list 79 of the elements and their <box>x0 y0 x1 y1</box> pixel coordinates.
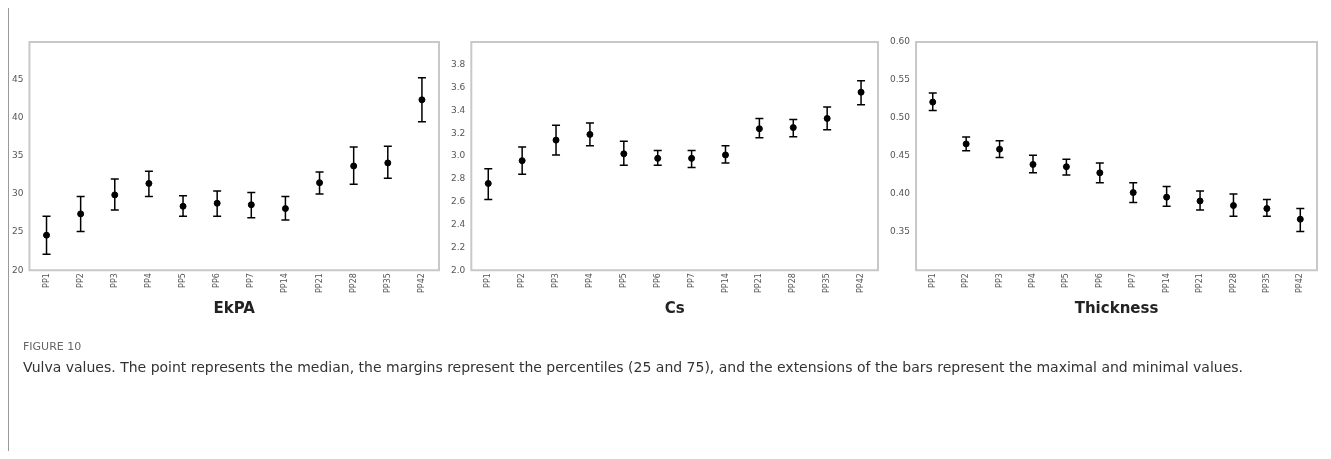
x-tick-label: PP6 <box>652 273 662 288</box>
y-tick-label: 3.0 <box>450 150 466 161</box>
point <box>654 154 662 162</box>
x-tick-label: PP14 <box>1161 273 1171 293</box>
x-tick-label: PP14 <box>720 273 730 293</box>
x-tick-label: PP21 <box>754 273 764 293</box>
x-tick-label: PP5 <box>1061 273 1071 288</box>
x-tick-label: PP2 <box>961 273 971 288</box>
x-tick-label: PP42 <box>417 273 427 293</box>
x-tick-label: PP42 <box>1295 273 1305 293</box>
x-tick-label: PP5 <box>178 273 188 288</box>
x-tick-label: PP7 <box>1128 273 1138 288</box>
y-tick-label: 2.8 <box>450 173 466 184</box>
y-tick-label: 20 <box>12 264 24 275</box>
x-tick-label: PP21 <box>1195 273 1205 293</box>
x-tick-label: PP2 <box>517 273 527 288</box>
y-tick-label: 0.60 <box>889 36 911 47</box>
x-axis-title: EkPA <box>213 298 256 317</box>
y-tick-label: 0.35 <box>889 226 911 237</box>
y-tick-label: 0.55 <box>889 74 911 85</box>
x-tick-label: PP4 <box>1028 273 1038 288</box>
y-tick-label: 3.6 <box>450 81 466 92</box>
x-tick-label: PP28 <box>788 273 798 293</box>
x-tick-label: PP21 <box>314 273 324 293</box>
y-tick-label: 2.2 <box>450 241 466 252</box>
point <box>688 154 696 162</box>
x-tick-label: PP35 <box>822 273 832 293</box>
y-tick-label: 25 <box>12 226 24 237</box>
point <box>247 201 255 209</box>
x-tick-label: PP35 <box>1261 273 1271 293</box>
y-tick-label: 3.2 <box>450 127 466 138</box>
point <box>1229 202 1237 210</box>
y-tick-label: 3.4 <box>450 104 466 115</box>
x-tick-label: PP42 <box>856 273 866 293</box>
x-tick-label: PP14 <box>280 273 290 293</box>
x-tick-label: PP5 <box>618 273 628 288</box>
x-axis-title: Thickness <box>1074 298 1159 317</box>
x-tick-label: PP4 <box>585 273 595 288</box>
point <box>789 124 797 132</box>
x-tick-label: PP2 <box>75 273 85 288</box>
y-tick-label: 0.45 <box>889 150 911 161</box>
point <box>996 145 1004 153</box>
point <box>929 98 937 106</box>
y-tick-label: 3.8 <box>450 59 466 70</box>
x-tick-label: PP1 <box>41 273 51 288</box>
point <box>77 210 85 218</box>
point <box>1296 215 1304 223</box>
y-tick-label: 40 <box>12 112 24 123</box>
x-tick-label: PP3 <box>994 273 1004 288</box>
point <box>281 205 289 213</box>
y-tick-label: 2.0 <box>450 264 466 275</box>
y-tick-label: 30 <box>12 188 24 199</box>
point <box>1163 193 1171 201</box>
x-tick-label: PP4 <box>143 273 153 288</box>
y-tick-label: 0.40 <box>889 188 911 199</box>
x-axis-title: Cs <box>664 298 685 317</box>
x-tick-label: PP3 <box>109 273 119 288</box>
point <box>484 179 492 187</box>
x-tick-label: PP28 <box>348 273 358 293</box>
point <box>350 162 358 170</box>
x-tick-label: PP6 <box>212 273 222 288</box>
point <box>1062 163 1070 171</box>
y-tick-label: 0.50 <box>889 112 911 123</box>
x-tick-label: PP6 <box>1094 273 1104 288</box>
y-tick-label: 2.6 <box>450 196 466 207</box>
x-tick-label: PP3 <box>551 273 561 288</box>
point <box>755 125 763 133</box>
y-tick-label: 2.4 <box>450 218 466 229</box>
x-tick-label: PP28 <box>1228 273 1238 293</box>
y-tick-label: 45 <box>12 74 24 85</box>
y-tick-label: 35 <box>12 150 24 161</box>
x-tick-label: PP7 <box>246 273 256 288</box>
point <box>316 179 324 187</box>
x-tick-label: PP1 <box>483 273 493 288</box>
x-tick-label: PP1 <box>927 273 937 288</box>
caption: FIGURE 10 <box>23 340 83 353</box>
x-tick-label: PP7 <box>686 273 696 288</box>
text: Vulva values. The point represents the median, the margins represent the percentiles (25 and 75), and the extensions of the bars represent the maximal and minimal values. <box>23 358 1245 377</box>
x-tick-label: PP35 <box>382 273 392 293</box>
